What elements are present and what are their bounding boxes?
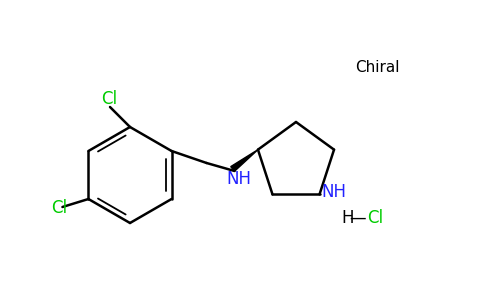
Text: —: — xyxy=(349,209,366,227)
Text: NH: NH xyxy=(226,170,251,188)
Text: Cl: Cl xyxy=(51,199,67,217)
Text: H: H xyxy=(342,209,354,227)
Polygon shape xyxy=(231,150,258,171)
Text: NH: NH xyxy=(321,183,346,201)
Text: Cl: Cl xyxy=(367,209,383,227)
Text: Cl: Cl xyxy=(101,90,117,108)
Text: Chiral: Chiral xyxy=(355,61,399,76)
